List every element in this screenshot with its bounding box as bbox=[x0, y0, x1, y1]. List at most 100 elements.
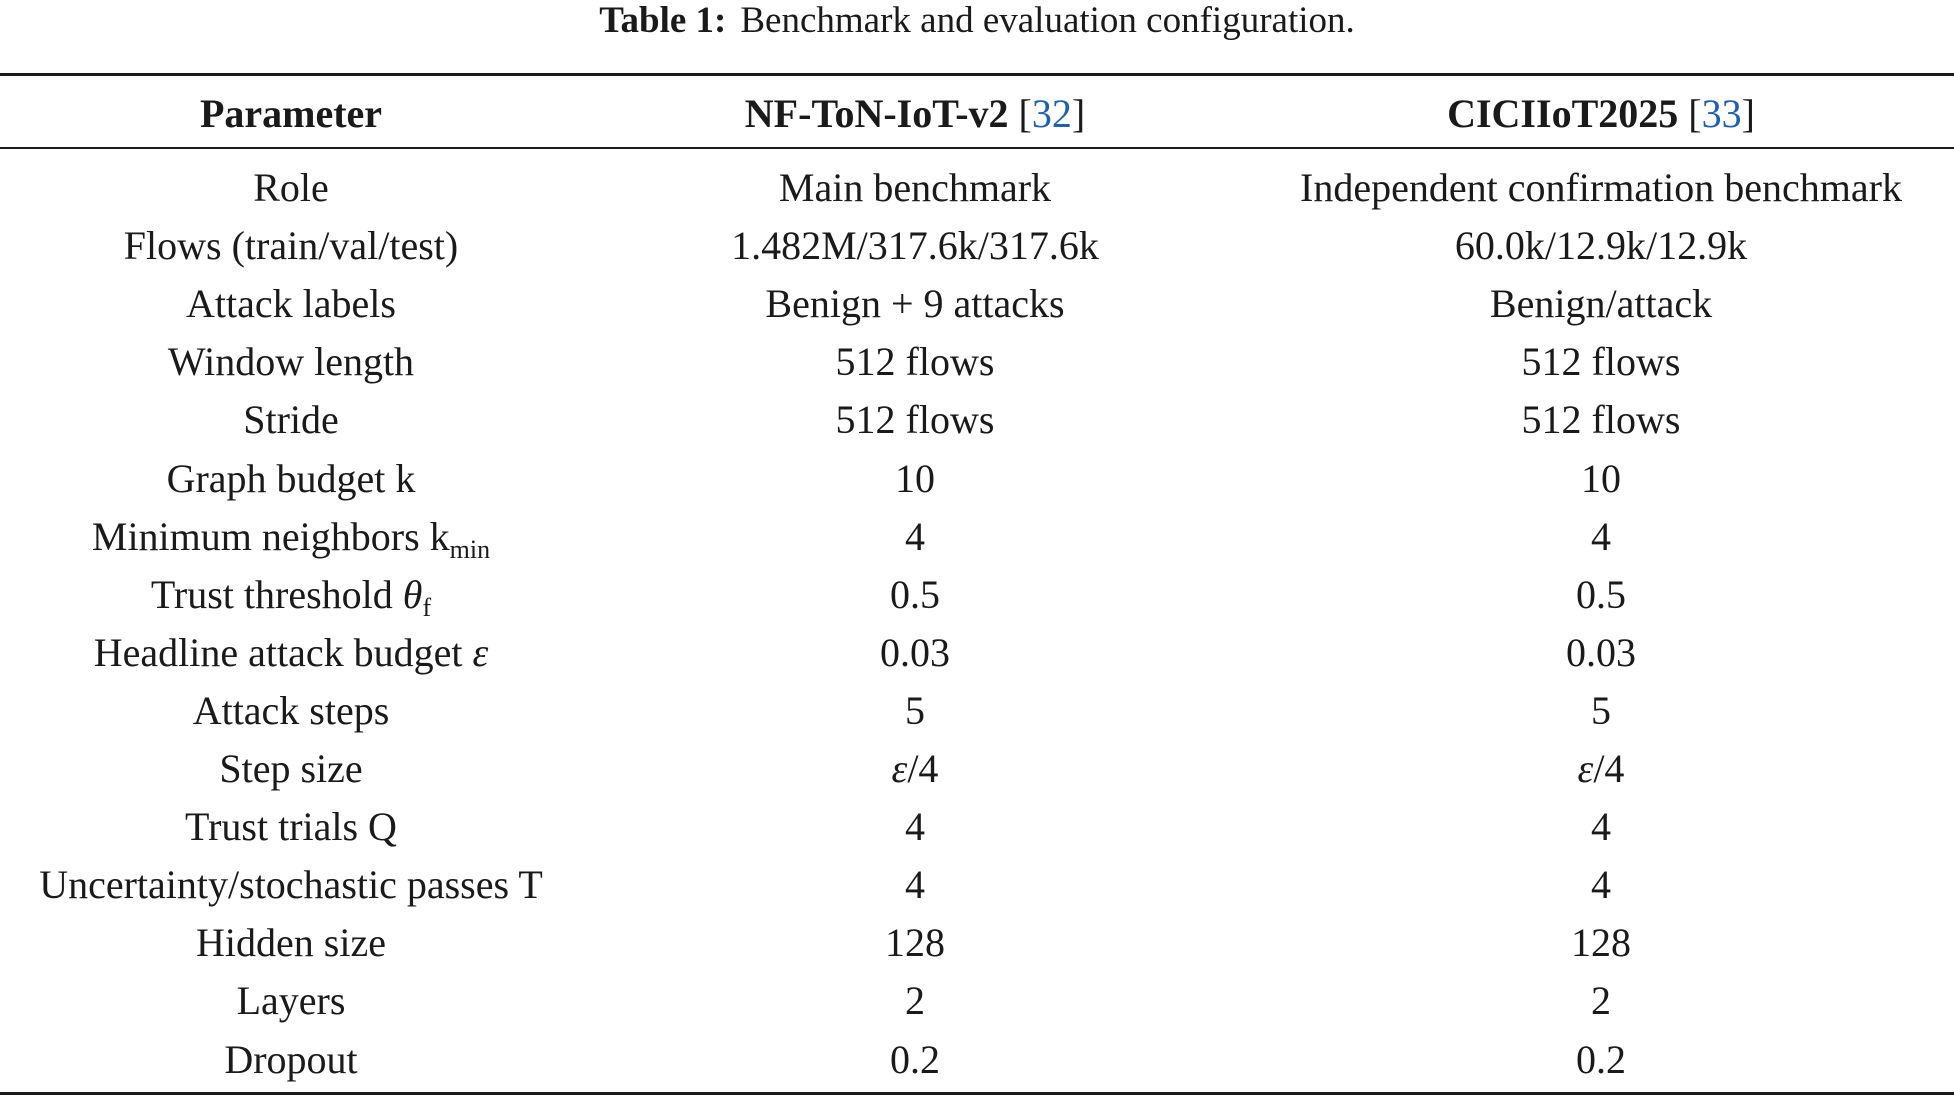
parameter-label: Attack steps bbox=[192, 687, 390, 733]
table-row: Window length 512 flows 512 flows bbox=[0, 333, 1954, 391]
nf-ton-iot-value-cell: Benign + 9 attacks bbox=[582, 275, 1248, 333]
ciciiot-value-cell: 0.5 bbox=[1248, 566, 1954, 624]
table-row: Layers 2 2 bbox=[0, 972, 1954, 1030]
table-row: Attack steps 5 5 bbox=[0, 682, 1954, 740]
ciciiot-value-cell: 512 flows bbox=[1248, 333, 1954, 391]
table-row: Minimum neighbors kmin 4 4 bbox=[0, 508, 1954, 566]
ciciiot-value-cell: Benign/attack bbox=[1248, 275, 1954, 333]
parameter-cell: Flows (train/val/test) bbox=[0, 217, 582, 275]
table-row: Dropout 0.2 0.2 bbox=[0, 1031, 1954, 1089]
ciciiot-value-cell: Independent confirmation benchmark bbox=[1248, 159, 1954, 217]
header-nf-reference-link[interactable]: 32 bbox=[1031, 91, 1072, 136]
nf-value: 10 bbox=[895, 455, 935, 501]
nf-value: 512 flows bbox=[835, 339, 995, 385]
ciciiot-value-cell: 4 bbox=[1248, 856, 1954, 914]
nf-ton-iot-value-cell: 10 bbox=[582, 450, 1248, 508]
cic-value: 0.2 bbox=[1576, 1036, 1626, 1082]
cic-value: 4 bbox=[1591, 862, 1611, 908]
parameter-cell: Window length bbox=[0, 333, 582, 391]
cic-value: 4 bbox=[1591, 804, 1611, 850]
header-cic-bracket-close: ] bbox=[1741, 91, 1755, 136]
nf-ton-iot-value-cell: 0.5 bbox=[582, 566, 1248, 624]
nf-value: 1.482M/317.6k/317.6k bbox=[731, 223, 1099, 269]
nf-value-symbol: ε bbox=[891, 746, 908, 791]
ciciiot-value-cell: 512 flows bbox=[1248, 391, 1954, 449]
nf-ton-iot-value-cell: Main benchmark bbox=[582, 159, 1248, 217]
parameter-cell: Minimum neighbors kmin bbox=[0, 508, 582, 566]
nf-value: 512 flows bbox=[835, 397, 995, 443]
cic-value: 512 flows bbox=[1521, 397, 1681, 443]
nf-value: 4 bbox=[905, 513, 925, 559]
cic-value: 512 flows bbox=[1521, 339, 1681, 385]
parameter-cell: Headline attack budget ε bbox=[0, 624, 582, 682]
nf-ton-iot-value-cell: 4 bbox=[582, 508, 1248, 566]
parameter-subscript: f bbox=[422, 592, 432, 622]
parameter-cell: Layers bbox=[0, 972, 582, 1030]
table-row: Uncertainty/stochastic passes T 4 4 bbox=[0, 856, 1954, 914]
nf-ton-iot-value-cell: 0.03 bbox=[582, 624, 1248, 682]
header-cic-name: CICIIoT2025 bbox=[1447, 91, 1679, 136]
table-row: Trust threshold θf 0.5 0.5 bbox=[0, 566, 1954, 624]
table-row: Role Main benchmark Independent confirmati… bbox=[0, 159, 1954, 217]
nf-value: Main benchmark bbox=[778, 165, 1052, 210]
ciciiot-value-cell: 60.0k/12.9k/12.9k bbox=[1248, 217, 1954, 275]
parameter-label: Attack labels bbox=[186, 281, 396, 327]
table-row: Headline attack budget ε 0.03 0.03 bbox=[0, 624, 1954, 682]
parameter-label: Minimum neighbors k bbox=[91, 513, 450, 559]
nf-ton-iot-value-cell: ε/4 bbox=[582, 740, 1248, 798]
nf-value: 4 bbox=[905, 862, 925, 908]
header-nf-name: NF-ToN-IoT-v2 bbox=[744, 91, 1009, 136]
table-row: Hidden size 128 128 bbox=[0, 914, 1954, 972]
parameter-label: Stride bbox=[243, 397, 339, 443]
nf-value: 0.2 bbox=[890, 1036, 940, 1082]
nf-value: 0.5 bbox=[890, 571, 940, 617]
cic-value: Benign/attack bbox=[1489, 281, 1713, 327]
header-cic-bracket-open: [ bbox=[1688, 91, 1702, 136]
parameter-label: Graph budget k bbox=[166, 455, 416, 501]
parameter-cell: Graph budget k bbox=[0, 450, 582, 508]
table-row: Trust trials Q 4 4 bbox=[0, 798, 1954, 856]
cic-value: 60.0k/12.9k/12.9k bbox=[1454, 223, 1748, 269]
parameter-label: Window length bbox=[167, 339, 415, 385]
table-caption: Table 1: Benchmark and evaluation configu… bbox=[0, 0, 1954, 42]
ciciiot-value-cell: 128 bbox=[1248, 914, 1954, 972]
nf-ton-iot-value-cell: 1.482M/317.6k/317.6k bbox=[582, 217, 1248, 275]
nf-value: /4 bbox=[907, 746, 939, 791]
parameter-cell: Dropout bbox=[0, 1031, 582, 1089]
cic-value: 5 bbox=[1591, 687, 1611, 733]
top-rule bbox=[0, 73, 1954, 76]
parameter-label: Layers bbox=[236, 978, 346, 1024]
parameter-label: Uncertainty/stochastic passes T bbox=[39, 862, 543, 908]
ciciiot-value-cell: 2 bbox=[1248, 972, 1954, 1030]
cic-value: 0.03 bbox=[1566, 629, 1636, 675]
parameter-label: Dropout bbox=[224, 1036, 358, 1082]
ciciiot-value-cell: 4 bbox=[1248, 798, 1954, 856]
ciciiot-value-cell: 10 bbox=[1248, 450, 1954, 508]
nf-value: 0.03 bbox=[880, 629, 950, 675]
parameter-cell: Step size bbox=[0, 740, 582, 798]
parameter-label: Headline attack budget bbox=[93, 629, 473, 675]
nf-ton-iot-value-cell: 128 bbox=[582, 914, 1248, 972]
table-row: Step size ε/4 ε/4 bbox=[0, 740, 1954, 798]
bottom-rule bbox=[0, 1092, 1954, 1095]
nf-value: 2 bbox=[905, 978, 925, 1024]
header-nf-bracket-open: [ bbox=[1018, 91, 1032, 136]
parameter-cell: Uncertainty/stochastic passes T bbox=[0, 856, 582, 914]
parameter-cell: Stride bbox=[0, 391, 582, 449]
parameter-label: Step size bbox=[219, 746, 363, 791]
parameter-symbol: θ bbox=[402, 571, 423, 617]
parameter-cell: Hidden size bbox=[0, 914, 582, 972]
header-parameter: Parameter bbox=[0, 88, 582, 140]
ciciiot-value-cell: ε/4 bbox=[1248, 740, 1954, 798]
header-ciciiot: CICIIoT2025 [33] bbox=[1248, 88, 1954, 140]
caption-text: Benchmark and evaluation configuration. bbox=[740, 0, 1355, 41]
parameter-cell: Role bbox=[0, 159, 582, 217]
ciciiot-value-cell: 4 bbox=[1248, 508, 1954, 566]
header-nf-bracket-close: ] bbox=[1071, 91, 1086, 136]
cic-value-symbol: ε bbox=[1577, 746, 1594, 791]
nf-ton-iot-value-cell: 5 bbox=[582, 682, 1248, 740]
header-cic-reference-link[interactable]: 33 bbox=[1701, 91, 1742, 136]
parameter-label: Flows (train/val/test) bbox=[123, 223, 459, 269]
cic-value: 0.5 bbox=[1576, 571, 1626, 617]
header-parameter-label: Parameter bbox=[199, 91, 383, 136]
